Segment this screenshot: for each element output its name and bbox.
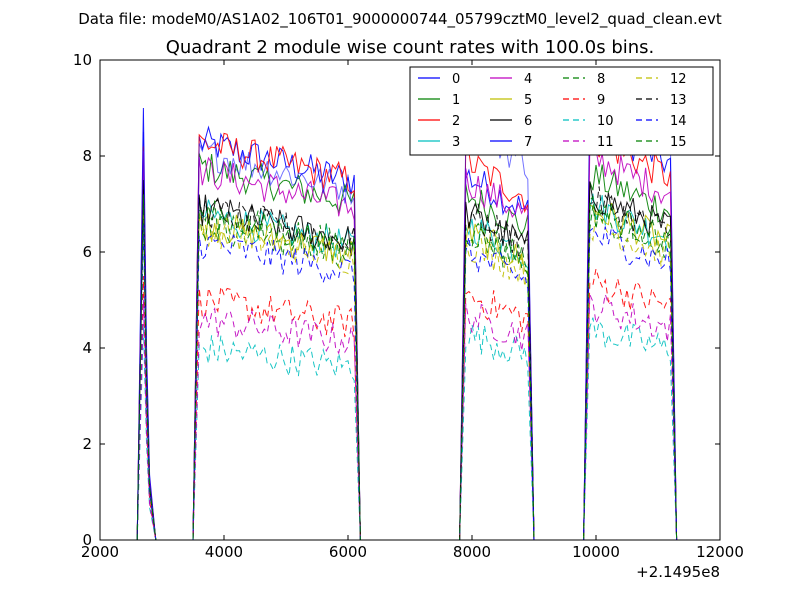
y-tick-label: 8 — [82, 147, 92, 165]
plot-lines — [136, 88, 678, 541]
legend-label-14: 14 — [670, 114, 687, 129]
legend-label-5: 5 — [524, 93, 532, 108]
series-line-11 — [136, 294, 678, 541]
x-tick-label: 12000 — [696, 543, 744, 561]
x-tick-label: 2000 — [81, 543, 119, 561]
series-line-2 — [136, 124, 678, 541]
legend-label-11: 11 — [597, 135, 614, 150]
series-line-5 — [136, 194, 678, 541]
figure-suptitle: Data file: modeM0/AS1A02_106T01_90000007… — [78, 10, 722, 29]
x-tick-label: 6000 — [329, 543, 367, 561]
legend-label-8: 8 — [597, 72, 605, 87]
legend-label-9: 9 — [597, 93, 605, 108]
series-line-13 — [136, 186, 678, 541]
x-tick-label: 10000 — [572, 543, 620, 561]
series-line-10 — [136, 317, 678, 541]
legend-label-12: 12 — [670, 72, 687, 87]
legend-label-13: 13 — [670, 93, 687, 108]
series-line-4 — [136, 141, 678, 541]
plot-area-frame — [99, 59, 721, 541]
legend-label-7: 7 — [524, 135, 532, 150]
x-axis-offset-text: +2.1495e8 — [636, 563, 720, 581]
legend-label-10: 10 — [597, 114, 614, 129]
legend-label-1: 1 — [452, 93, 460, 108]
y-tick-label: 0 — [82, 531, 92, 549]
legend-label-0: 0 — [452, 72, 460, 87]
series-line-14 — [136, 223, 678, 541]
legend-label-2: 2 — [452, 114, 460, 129]
series-line-15 — [136, 194, 678, 541]
legend-label-6: 6 — [524, 114, 532, 129]
y-tick-label: 4 — [82, 339, 92, 357]
y-tick-label: 10 — [73, 51, 92, 69]
series-line-1 — [136, 153, 678, 541]
series-line-9 — [136, 268, 678, 541]
legend-frame — [409, 66, 714, 156]
series-line-8 — [136, 203, 678, 541]
legend-label-3: 3 — [452, 135, 460, 150]
series-line-6 — [136, 179, 678, 541]
series-line-12 — [136, 209, 678, 541]
legend-label-4: 4 — [524, 72, 532, 87]
x-tick-label: 4000 — [205, 543, 243, 561]
x-tick-label: 8000 — [453, 543, 491, 561]
x-axis: 2000 4000 6000 8000 10000 12000 — [81, 60, 744, 561]
legend-label-15: 15 — [670, 135, 687, 150]
y-tick-label: 6 — [82, 243, 92, 261]
y-tick-label: 2 — [82, 435, 92, 453]
chart-title: Quadrant 2 module wise count rates with … — [166, 37, 655, 58]
